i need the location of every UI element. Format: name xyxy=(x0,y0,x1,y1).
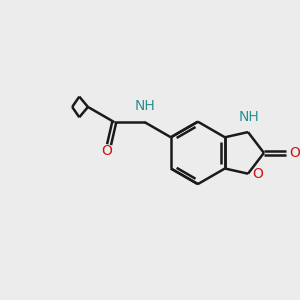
Text: NH: NH xyxy=(238,110,259,124)
Text: O: O xyxy=(290,146,300,160)
Text: O: O xyxy=(101,144,112,158)
Text: NH: NH xyxy=(135,99,155,113)
Text: O: O xyxy=(253,167,264,181)
